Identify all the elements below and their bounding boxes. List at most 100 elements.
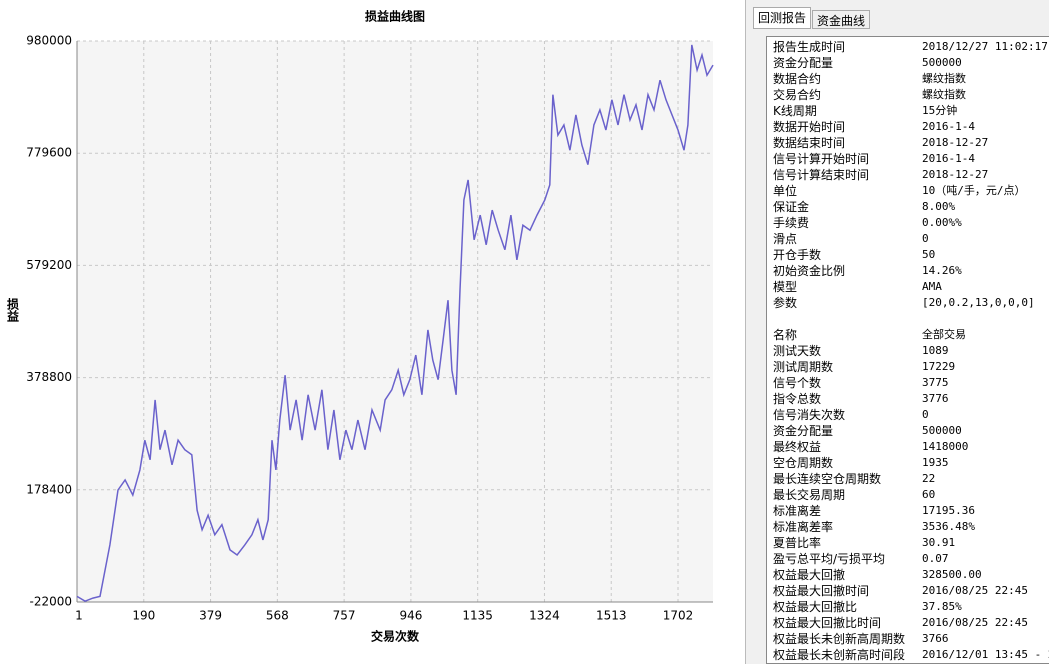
row-value: 螺纹指数	[922, 88, 966, 101]
row-label: K线周期	[773, 104, 817, 118]
row-value: [20,0.2,13,0,0,0]	[922, 296, 1035, 309]
row-label: 开仓手数	[773, 248, 822, 262]
tab[interactable]: 资金曲线	[812, 10, 871, 29]
row-label: 模型	[773, 280, 798, 294]
row-value: 17195.36	[922, 504, 975, 517]
side-panel: 报告生成时间 2018/12/27 11:02:17 资金分配量 500000 数据合约…	[745, 0, 1049, 664]
row-label: 手续费	[773, 216, 810, 230]
row-label: 信号消失次数	[773, 408, 846, 422]
row-value: 1935	[922, 456, 949, 469]
row-label: 信号个数	[773, 376, 822, 390]
row-value: 2016/08/25 22:45	[922, 584, 1028, 597]
row-label: 最长连续空仓周期数	[773, 472, 882, 486]
row-label: 测试天数	[773, 344, 822, 358]
row-label: 初始资金比例	[773, 264, 846, 278]
row-label: 信号计算开始时间	[773, 152, 870, 166]
row-value: 2018-12-27	[922, 168, 989, 181]
row-value: 1089	[922, 344, 949, 357]
row-value: 15分钟	[922, 104, 958, 117]
row-label: 数据开始时间	[773, 120, 846, 134]
row-label: 保证金	[773, 200, 810, 214]
line-series	[76, 44, 714, 603]
row-value: 2016-1-4	[922, 120, 975, 133]
row-value: 2016/12/01 13:45 - 20	[922, 648, 1049, 661]
row-value: 全部交易	[922, 328, 966, 341]
x-tick-label: 568	[266, 609, 289, 623]
tab[interactable]: 回测报告	[753, 7, 812, 29]
x-tick-label: 757	[333, 609, 356, 623]
row-value: 17229	[922, 360, 956, 373]
row-value: 2018/12/27 11:02:17	[922, 40, 1048, 53]
row-label: 名称	[773, 328, 798, 342]
y-tick-label: -22000	[29, 595, 72, 609]
row-label: 指令总数	[773, 392, 822, 406]
row-value: 0.07	[922, 552, 949, 565]
row-value: 60	[922, 488, 936, 501]
row-label: 测试周期数	[773, 360, 834, 374]
row-value: 2016/08/25 22:45	[922, 616, 1028, 629]
y-tick-label: 579200	[26, 258, 72, 272]
row-label: 数据结束时间	[773, 136, 846, 150]
x-tick-label: 1	[75, 609, 83, 623]
row-value: 14.26%	[922, 264, 962, 277]
row-value: 2018-12-27	[922, 136, 989, 149]
x-tick-label: 1324	[529, 609, 560, 623]
row-label: 权益最大回撤	[773, 568, 846, 582]
row-value: 2016-1-4	[922, 152, 975, 165]
x-tick-label: 190	[132, 609, 155, 623]
x-axis-label: 交易次数	[371, 629, 420, 644]
row-value: AMA	[922, 280, 942, 293]
row-label: 报告生成时间	[773, 40, 846, 54]
y-tick-label: 178400	[26, 482, 72, 496]
row-value: 328500.00	[922, 568, 982, 581]
row-label: 单位	[773, 184, 798, 198]
row-label: 权益最大回撤比时间	[773, 616, 882, 630]
row-label: 标准离差	[773, 504, 822, 518]
row-label: 夏普比率	[773, 536, 822, 550]
row-value: 30.91	[922, 536, 956, 549]
row-label: 权益最大回撤时间	[773, 584, 870, 598]
row-value: 3536.48%	[922, 520, 975, 533]
plot-area	[77, 41, 713, 602]
row-value: 500000	[922, 56, 962, 69]
y-tick-label: 378800	[26, 370, 72, 384]
row-label: 交易合约	[773, 88, 822, 102]
row-value: 3776	[922, 392, 949, 405]
row-label: 权益最长未创新高周期数	[773, 632, 906, 646]
x-tick-label: 1702	[663, 609, 694, 623]
row-label: 最长交易周期	[773, 488, 846, 502]
y-tick-label: 980000	[26, 34, 72, 48]
row-value: 22	[922, 472, 936, 485]
row-value: 3766	[922, 632, 949, 645]
x-tick-label: 946	[399, 609, 422, 623]
row-value: 螺纹指数	[922, 72, 966, 85]
y-axis-label: 损益	[6, 297, 20, 323]
x-tick-label: 1513	[596, 609, 627, 623]
y-tick-label: 779600	[26, 146, 72, 160]
row-value: 0	[922, 408, 929, 421]
row-value: 3775	[922, 376, 949, 389]
x-tick-label: 379	[199, 609, 222, 623]
row-label: 权益最大回撤比	[773, 600, 858, 614]
row-value: 10（吨/手，元/点）	[922, 184, 1026, 197]
row-label: 最终权益	[773, 440, 822, 454]
row-label: 资金分配量	[773, 56, 834, 70]
row-value: 0.00%%	[922, 216, 962, 229]
row-value: 50	[922, 248, 936, 261]
row-label: 权益最长未创新高时间段	[773, 648, 906, 662]
chart: 损益曲线图 交易次数 损益 -22000 178400 378800 579200 77…	[6, 9, 714, 644]
row-value: 8.00%	[922, 200, 956, 213]
row-label: 标准离差率	[773, 520, 834, 534]
row-label: 信号计算结束时间	[773, 168, 870, 182]
row-label: 滑点	[773, 232, 798, 246]
row-label: 空仓周期数	[773, 456, 834, 470]
row-label: 参数	[773, 296, 798, 310]
row-value: 0	[922, 232, 929, 245]
report-table: 报告生成时间 2018/12/27 11:02:17 资金分配量 500000 数据合约…	[766, 36, 1049, 664]
chart-title: 损益曲线图	[365, 9, 425, 24]
row-value: 37.85%	[922, 600, 962, 613]
row-label: 数据合约	[773, 72, 822, 86]
row-value: 500000	[922, 424, 962, 437]
row-label: 盈亏总平均/亏损平均	[773, 552, 886, 566]
